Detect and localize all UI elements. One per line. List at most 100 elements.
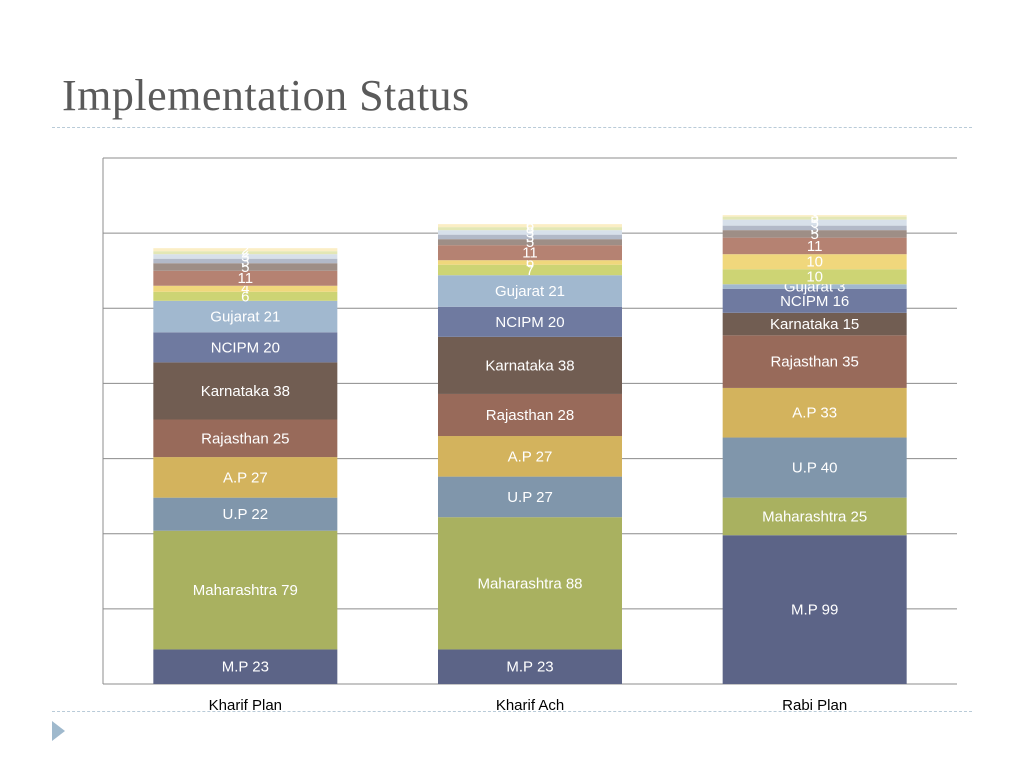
data-label: 3 [810,208,818,225]
bar-segment-other-11 [438,239,622,246]
bar-segment-other-14 [722,216,907,220]
data-label: 3 [526,224,534,241]
bar-segment-m-p [153,649,338,684]
bullet-arrow-icon [52,721,65,741]
data-label: 6 [526,218,534,235]
bar-segment-m-p [438,649,622,684]
bar-segment-other-15 [438,224,622,228]
data-label: Maharashtra 88 [477,575,582,592]
data-label: 3 [241,248,249,265]
bar-segment-other-11 [722,230,907,238]
bar-segment-rajasthan [153,419,338,458]
bar-segment-m-p [722,535,907,684]
data-label: NCIPM 20 [211,339,280,356]
data-label: 4 [241,281,249,298]
data-label: 2 [241,245,249,262]
bar-segment-other-11 [153,263,338,271]
bar-segment-gujarat [153,300,338,333]
bar-segment-a-p [722,387,907,438]
bar-segment-gujarat [722,284,907,289]
x-tick-label: Kharif Ach [496,697,564,714]
data-label: Rajasthan 25 [201,430,289,447]
data-label: Rajasthan 28 [486,407,574,424]
bar-segment-other-13 [438,230,622,235]
data-label: 10 [806,254,823,271]
data-label: 5 [241,259,249,276]
bar-segment-other-12 [722,225,907,231]
data-label: U.P 40 [792,460,838,477]
bar-segment-other-13 [153,254,338,259]
data-label: NCIPM 20 [495,314,564,331]
bar-segment-other-13 [722,219,907,226]
bar-segment-u-p [722,437,907,498]
bar-segment-other-8 [438,264,622,276]
bar-segment-other-15 [722,215,907,217]
data-label: 3 [241,253,249,270]
data-label: M.P 23 [222,659,269,676]
bar-segment-u-p [438,476,622,518]
bar-segment-karnataka [438,336,622,394]
bar-segment-other-12 [153,258,338,264]
bar-segment-other-14 [153,251,338,255]
footer-divider [52,711,972,712]
slide-title: Implementation Status [62,71,470,120]
title-divider [52,127,972,128]
data-label: Gujarat 21 [495,283,565,300]
data-label: U.P 22 [223,506,269,523]
data-label: A.P 33 [792,405,837,422]
bar-segment-other-10 [722,237,907,255]
bar-segment-ncipm [722,288,907,313]
data-label: M.P 99 [791,602,838,619]
bar-segment-ncipm [153,332,338,363]
data-label: Maharashtra 79 [193,582,298,599]
bar-segment-other-8 [722,269,907,285]
bar-segment-maharashtra [438,517,622,650]
bar-segment-rajasthan [438,393,622,437]
data-label: 6 [241,288,249,305]
bar-segment-maharashtra [153,530,338,650]
x-tick-label: Rabi Plan [782,697,847,714]
data-label: 2 [241,242,249,259]
data-label: Rajasthan 35 [770,354,858,371]
data-label: 6 [526,254,534,271]
data-label: Gujarat 21 [210,309,280,326]
bar-segment-other-10 [153,270,338,286]
data-label: 5 [810,226,818,243]
data-label: M.P 23 [506,659,553,676]
bar-segment-a-p [438,436,622,477]
data-label: 8 [526,221,534,238]
data-label: Karnataka 38 [201,383,290,400]
data-label: 5 [526,234,534,251]
data-label: Karnataka 15 [770,316,859,333]
data-label: U.P 27 [507,489,553,506]
data-label: A.P 27 [223,469,268,486]
data-label: 5 [810,210,818,227]
bar-segment-other-12 [438,234,622,240]
bar-segment-a-p [153,457,338,498]
bar-segment-karnataka [153,362,338,420]
data-label: 10 [806,269,823,286]
bar-segment-other-9 [153,285,338,292]
data-label: 7 [526,262,534,279]
data-label: Maharashtra 25 [762,508,867,525]
data-label: 11 [238,270,254,287]
bar-segment-ncipm [438,306,622,337]
bar-segment-rajasthan [722,335,907,388]
data-label: 11 [807,238,823,255]
data-label: 3 [810,220,818,237]
bar-segment-other-9 [722,254,907,270]
bar-segment-other-15 [153,248,338,252]
bar-segment-other-10 [438,245,622,261]
x-tick-label: Kharif Plan [209,697,282,714]
bar-segment-maharashtra [722,497,907,536]
bar-segment-other-8 [153,291,338,301]
data-label: 11 [522,245,538,262]
data-label: Karnataka 38 [485,357,574,374]
bar-segment-gujarat [438,275,622,307]
bar-segment-other-9 [438,260,622,265]
data-label: 5 [810,215,818,232]
bar-segment-u-p [153,497,338,531]
bar-segment-other-14 [438,227,622,231]
bar-segment-karnataka [722,312,907,336]
